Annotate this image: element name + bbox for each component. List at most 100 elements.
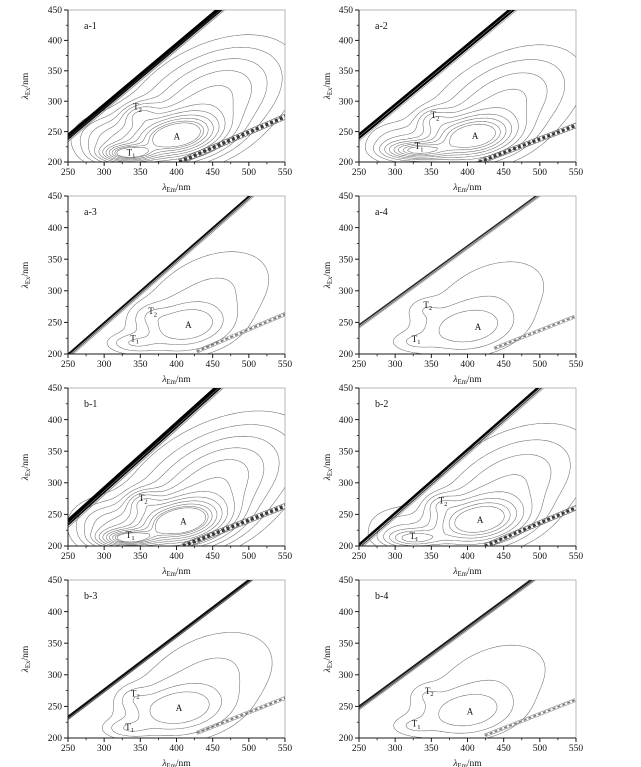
y-tick-label: 350 (48, 67, 63, 77)
y-tick-label: 400 (48, 224, 63, 234)
panel-label: b-4 (375, 591, 388, 602)
x-tick-label: 500 (242, 168, 257, 178)
panel-label: b-3 (84, 591, 97, 602)
rayleigh-first-order-band (68, 10, 226, 143)
contour-lines (392, 261, 544, 354)
eem-panel-a-3: 250 300 350 400 450 500 550200250300350400450λ… (21, 192, 293, 384)
x-tick-label: 450 (206, 552, 221, 562)
rayleigh-first-order-band (68, 580, 254, 721)
y-tick-label: 350 (339, 255, 354, 265)
rayleigh-first-order-band (359, 580, 537, 711)
x-tick-label: 300 (388, 552, 403, 562)
x-tick-label: 350 (133, 360, 148, 370)
y-tick-label: 450 (48, 192, 63, 202)
y-tick-label: 200 (48, 734, 63, 744)
x-axis-label: λEm/nm (161, 375, 191, 384)
peak-annotation-t1: T1 (127, 147, 136, 159)
y-axis-label: λEx/nm (323, 453, 334, 481)
x-tick-label: 450 (497, 360, 512, 370)
x-tick-label: 400 (169, 744, 184, 754)
contour-lines (367, 423, 576, 546)
contour-lines (393, 644, 546, 738)
y-tick-label: 250 (48, 128, 63, 138)
x-tick-label: 450 (206, 744, 221, 754)
x-tick-label: 400 (460, 744, 475, 754)
x-tick-label: 450 (206, 360, 221, 370)
y-tick-label: 350 (48, 447, 63, 457)
contour-lines (70, 34, 285, 162)
y-tick-label: 200 (339, 734, 354, 744)
rayleigh-first-order-band (68, 196, 255, 354)
y-tick-label: 450 (339, 576, 354, 586)
y-tick-label: 450 (48, 6, 63, 16)
eem-panel-a-1: 250 300 350 400 450 500 550200250300350400450λ… (21, 6, 292, 192)
plot-frame (67, 387, 286, 547)
y-tick-label: 400 (48, 608, 63, 618)
x-tick-label: 550 (569, 552, 584, 562)
x-tick-label: 300 (388, 168, 403, 178)
x-tick-label: 500 (242, 360, 257, 370)
x-tick-label: 500 (533, 744, 548, 754)
x-tick-label: 400 (169, 552, 184, 562)
x-tick-label: 450 (497, 744, 512, 754)
x-tick-label: 400 (460, 552, 475, 562)
panel-label: a-2 (375, 21, 388, 32)
x-tick-label: 250 (352, 168, 367, 178)
x-tick-label: 400 (169, 168, 184, 178)
x-tick-label: 300 (388, 744, 403, 754)
peak-annotation-t1: T1 (125, 722, 134, 734)
y-tick-label: 250 (339, 319, 354, 329)
x-axis-label: λEm/nm (161, 183, 191, 192)
y-tick-label: 350 (339, 67, 354, 77)
x-tick-label: 500 (533, 360, 548, 370)
x-tick-label: 400 (169, 360, 184, 370)
peak-annotation-t1: T1 (410, 531, 419, 543)
x-tick-label: 550 (278, 744, 293, 754)
peak-annotation-t2: T2 (148, 306, 157, 318)
x-tick-label: 300 (97, 360, 112, 370)
y-axis-label: λEx/nm (323, 645, 334, 673)
x-axis-label: λEm/nm (452, 759, 482, 767)
x-tick-label: 350 (424, 168, 439, 178)
x-tick-label: 350 (133, 168, 148, 178)
peak-annotation-t1: T1 (415, 141, 424, 153)
peak-annotation-t2: T2 (439, 496, 448, 508)
eem-panel-a-2: 250 300 350 400 450 500 550200250300350400450λ… (323, 6, 584, 192)
y-tick-label: 300 (339, 671, 354, 681)
y-tick-label: 350 (339, 639, 354, 649)
y-tick-label: 200 (48, 542, 63, 552)
x-tick-label: 250 (61, 168, 76, 178)
rayleigh-second-order-band (478, 122, 576, 162)
plot-frame (358, 195, 577, 355)
eem-panel-b-4: 250 300 350 400 450 500 550200250300350400450λ… (323, 576, 584, 767)
y-tick-label: 200 (339, 158, 354, 168)
y-tick-label: 250 (48, 703, 63, 713)
y-tick-label: 400 (48, 37, 63, 47)
y-tick-label: 250 (339, 703, 354, 713)
y-tick-label: 200 (48, 350, 63, 360)
y-tick-label: 450 (339, 192, 354, 202)
y-tick-label: 400 (339, 416, 354, 426)
y-tick-label: 450 (339, 6, 354, 16)
rayleigh-second-order-band (484, 698, 576, 738)
y-tick-label: 300 (48, 97, 63, 107)
y-axis-label: λEx/nm (21, 645, 32, 673)
peak-annotation-a: A (174, 132, 181, 142)
x-tick-label: 450 (497, 552, 512, 562)
x-tick-label: 350 (424, 744, 439, 754)
x-axis-label: λEm/nm (452, 567, 482, 576)
peak-annotation-t1: T1 (412, 719, 421, 731)
y-axis-label: λEx/nm (21, 261, 32, 289)
y-tick-label: 250 (48, 511, 63, 521)
y-tick-label: 300 (48, 479, 63, 489)
eem-panel-a-4: 250 300 350 400 450 500 550200250300350400450λ… (323, 192, 584, 384)
x-tick-label: 250 (352, 552, 367, 562)
rayleigh-second-order-band (181, 502, 285, 546)
y-tick-label: 200 (339, 542, 354, 552)
